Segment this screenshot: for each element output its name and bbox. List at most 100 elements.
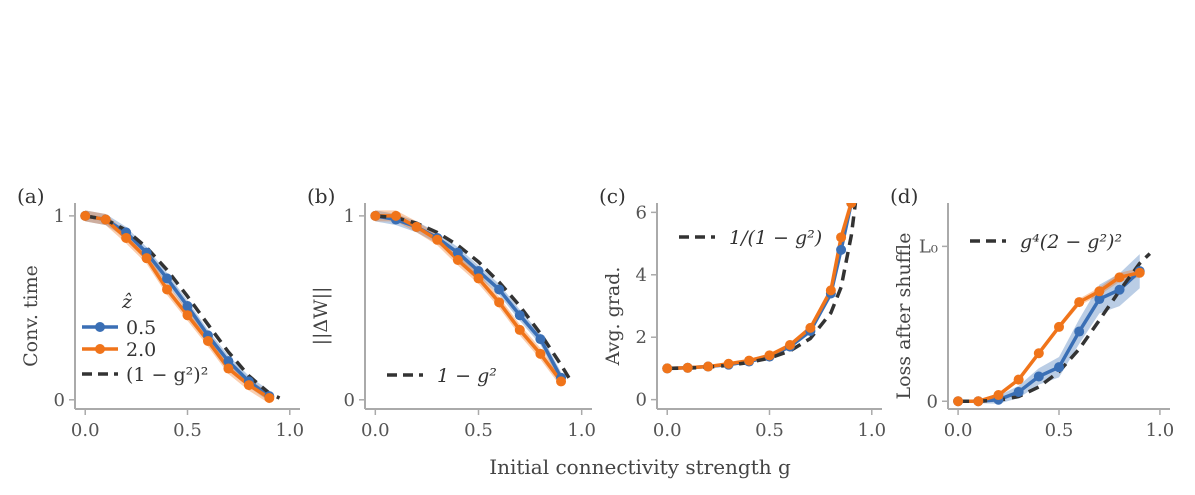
legend: g⁴(2 − g²)² xyxy=(970,231,1122,253)
y-tick-label: 0 xyxy=(344,390,355,411)
y-axis-label: Avg. grad. xyxy=(602,267,624,367)
marker-20 xyxy=(535,348,546,359)
marker-20 xyxy=(100,214,111,225)
panel-label: (b) xyxy=(307,184,335,208)
series-line-05 xyxy=(84,214,271,398)
marker-20 xyxy=(836,232,847,243)
band-20 xyxy=(667,203,852,370)
plot-area xyxy=(370,210,573,387)
marker-05 xyxy=(535,334,546,345)
panel-1: 0.0 0.5 1.001(a)Conv. time ẑ0.52.0(1 − g²)² xyxy=(17,184,304,441)
marker-20 xyxy=(764,350,775,361)
panel-label: (d) xyxy=(890,184,918,208)
marker-20 xyxy=(1134,267,1145,278)
marker-20 xyxy=(432,234,443,245)
y-tick-label: 6 xyxy=(636,202,647,223)
marker-05 xyxy=(1033,371,1044,382)
marker-20 xyxy=(473,273,484,284)
marker-20 xyxy=(452,255,463,266)
series-line-05 xyxy=(958,269,1141,404)
legend-title: ẑ xyxy=(121,291,133,313)
marker-20 xyxy=(264,392,275,403)
legend: ẑ 0.52.0 (1 − g²)² xyxy=(82,291,208,386)
y-tick-label: 1 xyxy=(54,206,65,227)
marker-20 xyxy=(744,355,755,366)
legend: 1 − g² xyxy=(387,365,497,387)
x-tick-label: 1.0 xyxy=(1146,420,1175,441)
marker-20 xyxy=(514,324,525,335)
y-axis-label: Conv. time xyxy=(20,265,42,367)
x-tick-label: 1.0 xyxy=(857,420,886,441)
panel-label: (c) xyxy=(599,184,626,208)
marker-20 xyxy=(141,253,152,264)
marker-20 xyxy=(662,363,673,374)
marker-20 xyxy=(556,376,567,387)
x-tick-label: 0.0 xyxy=(361,420,390,441)
marker-05 xyxy=(1054,362,1064,373)
marker-20 xyxy=(703,361,714,372)
legend-marker xyxy=(95,322,105,332)
marker-05 xyxy=(1074,326,1085,337)
band-05 xyxy=(667,203,852,370)
x-tick-label: 1.0 xyxy=(567,420,596,441)
plot-area xyxy=(80,210,281,404)
marker-20 xyxy=(825,285,836,296)
marker-20 xyxy=(80,210,91,221)
legend: 1/(1 − g²) xyxy=(679,227,822,249)
x-tick-label: 0.5 xyxy=(173,420,202,441)
marker-20 xyxy=(1114,272,1125,283)
panel-4: 0.0 0.5 1.0 0 L₀ (d) Loss after shuffle g⁴(2 − … xyxy=(890,184,1174,441)
marker-20 xyxy=(784,340,795,351)
marker-05 xyxy=(1013,386,1024,397)
marker-20 xyxy=(953,396,964,407)
marker-05 xyxy=(162,273,173,284)
plot-area xyxy=(953,252,1152,407)
marker-20 xyxy=(370,210,381,221)
marker-20 xyxy=(223,363,234,374)
plot-area xyxy=(662,203,858,374)
marker-20 xyxy=(162,284,173,295)
band-20 xyxy=(85,210,270,404)
legend-label: 1 − g² xyxy=(437,365,497,387)
marker-05 xyxy=(182,301,193,311)
band-20 xyxy=(375,210,562,387)
marker-20 xyxy=(993,390,1004,401)
x-tick-label: 0.0 xyxy=(71,420,100,441)
y-tick-label: 1 xyxy=(344,206,355,227)
marker-20 xyxy=(411,221,422,232)
x-tick-label: 0.5 xyxy=(1045,420,1074,441)
marker-20 xyxy=(805,322,816,333)
legend-label: g⁴(2 − g²)² xyxy=(1020,231,1122,253)
marker-20 xyxy=(1013,374,1024,385)
y-tick-label: 0 xyxy=(927,391,938,412)
marker-20 xyxy=(1074,297,1085,308)
marker-20 xyxy=(243,380,254,391)
marker-05 xyxy=(473,266,484,277)
panel-label: (a) xyxy=(17,184,45,208)
x-tick-label: 0.5 xyxy=(755,420,784,441)
marker-20 xyxy=(202,335,213,346)
legend-label: (1 − g²)² xyxy=(126,364,208,386)
legend-label: 0.5 xyxy=(126,317,156,339)
y-tick-label: 2 xyxy=(636,327,647,348)
series-line-05 xyxy=(375,214,563,379)
marker-20 xyxy=(182,310,193,321)
marker-20 xyxy=(723,358,734,369)
marker-20 xyxy=(1054,321,1064,332)
legend-label: 2.0 xyxy=(126,339,156,361)
legend-marker xyxy=(95,344,105,354)
marker-05 xyxy=(1094,294,1105,305)
y-tick-label: L₀ xyxy=(919,236,938,257)
series-line-20 xyxy=(84,214,271,400)
marker-05 xyxy=(836,244,847,255)
panel-2: 0.0 0.5 1.0 0 1 (b) ||ΔW|| 1 − g² xyxy=(307,184,596,441)
y-axis-label: ||ΔW|| xyxy=(310,287,332,346)
panel-3: 0.0 0.5 1.0 0 2 4 6 (c) Avg. grad. 1/(1 − g²) xyxy=(599,184,886,441)
band-05 xyxy=(375,210,562,384)
series-line-20 xyxy=(958,270,1141,404)
y-axis-label: Loss after shuffle xyxy=(893,232,915,399)
marker-20 xyxy=(682,362,693,373)
series-line-20 xyxy=(375,214,563,383)
marker-20 xyxy=(390,210,401,221)
